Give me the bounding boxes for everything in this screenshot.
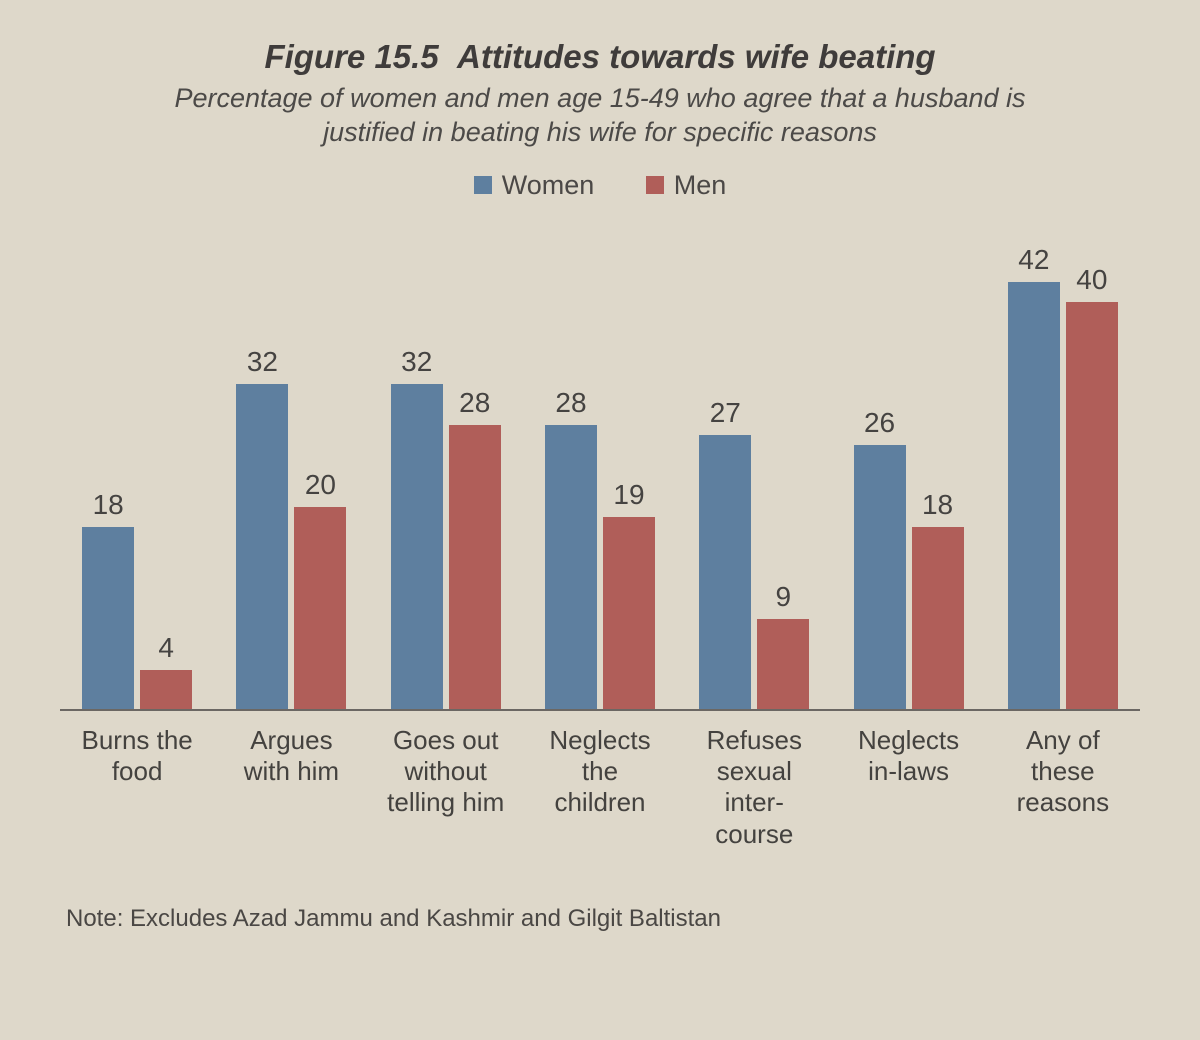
bar-value-label: 40 [1076, 264, 1107, 296]
bar-value-label: 28 [459, 387, 490, 419]
x-axis-baseline [60, 709, 1140, 711]
figure-number: Figure 15.5 [264, 38, 438, 75]
legend-item-women: Women [474, 170, 595, 201]
bar-women: 32 [391, 384, 443, 711]
chart-plot-area: 18432203228281927926184240 [60, 251, 1140, 711]
bar-women: 28 [545, 425, 597, 711]
bar-value-label: 32 [247, 346, 278, 378]
category-label: Burns thefood [60, 725, 214, 850]
bar-value-label: 32 [401, 346, 432, 378]
bar-value-label: 28 [555, 387, 586, 419]
category-labels-row: Burns thefoodArgueswith himGoes outwitho… [60, 725, 1140, 850]
bar-group: 279 [677, 435, 831, 711]
bar-group: 4240 [986, 282, 1140, 711]
bar-value-label: 19 [613, 479, 644, 511]
bar-value-label: 26 [864, 407, 895, 439]
bar-group: 3220 [214, 384, 368, 711]
bar-group: 3228 [369, 384, 523, 711]
bar-men: 40 [1066, 302, 1118, 711]
bar-women: 32 [236, 384, 288, 711]
bar-group: 2618 [831, 445, 985, 711]
bar-women: 27 [699, 435, 751, 711]
bar-men: 28 [449, 425, 501, 711]
legend: Women Men [60, 170, 1140, 202]
bar-men: 9 [757, 619, 809, 711]
bar-groups-container: 18432203228281927926184240 [60, 251, 1140, 711]
figure-page: Figure 15.5 Attitudes towards wife beati… [0, 0, 1200, 1040]
title-block: Figure 15.5 Attitudes towards wife beati… [60, 38, 1140, 76]
bar-value-label: 9 [775, 581, 791, 613]
bar-men: 18 [912, 527, 964, 711]
bar-women: 26 [854, 445, 906, 711]
bar-value-label: 20 [305, 469, 336, 501]
category-label: Neglectsthechildren [523, 725, 677, 850]
figure-note: Note: Excludes Azad Jammu and Kashmir an… [60, 905, 1140, 933]
legend-swatch-women [474, 176, 492, 194]
figure-subtitle: Percentage of women and men age 15-49 wh… [150, 82, 1050, 150]
bar-value-label: 4 [158, 632, 174, 664]
figure-title: Figure 15.5 Attitudes towards wife beati… [264, 38, 935, 75]
bar-value-label: 18 [922, 489, 953, 521]
legend-label-men: Men [674, 170, 727, 201]
bar-women: 42 [1008, 282, 1060, 711]
bar-group: 184 [60, 527, 214, 711]
category-label: Any ofthesereasons [986, 725, 1140, 850]
bar-women: 18 [82, 527, 134, 711]
bar-value-label: 18 [93, 489, 124, 521]
category-label: Goes outwithouttelling him [369, 725, 523, 850]
legend-item-men: Men [646, 170, 727, 201]
bar-men: 4 [140, 670, 192, 711]
legend-swatch-men [646, 176, 664, 194]
category-label: Refusessexualinter-course [677, 725, 831, 850]
bar-group: 2819 [523, 425, 677, 711]
bar-men: 20 [294, 507, 346, 711]
bar-value-label: 27 [710, 397, 741, 429]
category-label: Argueswith him [214, 725, 368, 850]
figure-title-text: Attitudes towards wife beating [457, 38, 936, 75]
legend-label-women: Women [502, 170, 595, 201]
bar-men: 19 [603, 517, 655, 711]
bar-value-label: 42 [1018, 244, 1049, 276]
category-label: Neglectsin-laws [831, 725, 985, 850]
